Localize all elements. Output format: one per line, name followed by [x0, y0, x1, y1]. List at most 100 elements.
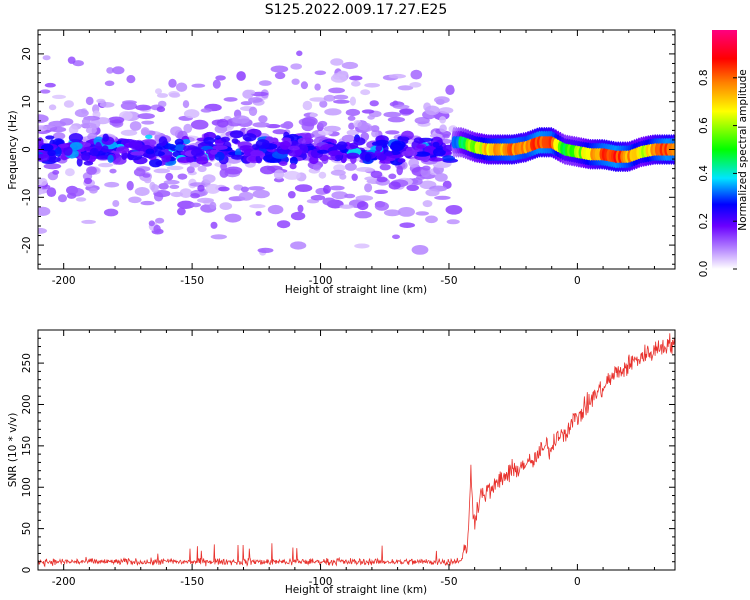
heatmap-cell — [58, 194, 67, 203]
heatmap-cell — [129, 121, 142, 131]
heatmap-cell — [390, 142, 404, 152]
heatmap-cell — [314, 70, 327, 76]
snr-line-group — [38, 333, 675, 568]
heatmap-cell — [205, 183, 221, 194]
heatmap-cell — [212, 145, 228, 151]
snr-x-label: Height of straight line (km) — [285, 584, 427, 596]
heatmap-cell — [294, 184, 313, 193]
heatmap-cell — [141, 120, 155, 125]
heatmap-cell — [183, 109, 200, 119]
heatmap-cell — [52, 170, 60, 175]
y-tick-label: 250 — [21, 353, 33, 373]
heatmap-cell — [88, 154, 97, 163]
heatmap-cell — [346, 152, 360, 159]
heatmap-cell — [120, 129, 138, 136]
heatmap-cell — [329, 185, 345, 191]
heatmap-cell — [370, 125, 380, 133]
heatmap-cell — [252, 122, 270, 128]
heatmap-cell — [374, 150, 381, 157]
figure-title: S125.2022.009.17.27.E25 — [265, 2, 448, 18]
heatmap-cell — [364, 153, 371, 163]
heatmap-cell — [85, 96, 94, 106]
heatmap-cell — [317, 149, 329, 154]
heatmap-cell — [399, 108, 414, 115]
y-tick-label: 50 — [21, 522, 33, 535]
heatmap-cell — [212, 79, 221, 89]
heatmap-cell — [148, 220, 155, 227]
heatmap-cell — [197, 197, 214, 204]
heatmap-cell — [247, 186, 265, 191]
heatmap-cell — [310, 194, 326, 201]
heatmap-cell — [209, 149, 218, 155]
heatmap-cell — [374, 201, 389, 211]
heatmap-cell — [324, 108, 342, 116]
heatmap-cell — [102, 133, 109, 142]
heatmap-cell — [231, 138, 239, 144]
heatmap-cell — [432, 141, 440, 148]
heatmap-cell — [333, 99, 350, 104]
heatmap-cell — [75, 197, 87, 202]
heatmap-cell — [168, 78, 177, 88]
heatmap-cell — [63, 100, 74, 108]
heatmap-cell — [323, 125, 341, 132]
heatmap-cell — [349, 142, 359, 149]
colorbar-tick-label: 0.2 — [698, 213, 710, 230]
heatmap-cell — [384, 151, 393, 157]
heatmap-cell — [239, 145, 254, 152]
heatmap-cell — [116, 146, 130, 154]
heatmap-cell — [236, 71, 246, 81]
heatmap-cell — [81, 118, 91, 126]
heatmap-cell — [290, 211, 306, 221]
heatmap-cell — [191, 83, 206, 88]
x-tick-label: 0 — [574, 576, 581, 588]
heatmap-cell — [248, 155, 259, 162]
heatmap-cell — [182, 100, 190, 109]
heatmap-cell — [331, 191, 348, 200]
heatmap-cell — [190, 193, 201, 199]
heatmap-cell — [387, 116, 405, 123]
heatmap-cell — [429, 133, 443, 138]
heatmap-cell — [281, 137, 292, 142]
heatmap-cell — [408, 158, 420, 168]
heatmap-cell — [38, 187, 43, 195]
heatmap-cell — [142, 173, 151, 178]
heatmap-cell — [214, 135, 221, 140]
heatmap-cell — [169, 184, 180, 189]
heatmap-cell — [153, 168, 171, 174]
y-tick-label: 150 — [21, 436, 33, 456]
colorbar: 0.0 0.2 0.4 0.6 0.8 Normalized spectral ampl… — [698, 30, 749, 277]
heatmap-cell — [379, 164, 391, 171]
heatmap-cell — [290, 241, 307, 250]
heatmap-cell — [197, 184, 205, 192]
heatmap-cell — [232, 115, 250, 124]
heatmap-cell — [414, 151, 431, 157]
heatmap-cell — [240, 186, 249, 193]
heatmap-cell — [104, 80, 115, 87]
heatmap-cell — [107, 154, 114, 163]
heatmap-cell — [202, 174, 216, 184]
heatmap-cell — [215, 75, 226, 81]
heatmap-cell — [413, 137, 424, 144]
heatmap-cell — [130, 151, 145, 156]
heatmap-cell — [153, 190, 171, 198]
heatmap-cell — [396, 165, 404, 176]
heatmap-cell — [156, 106, 166, 113]
heatmap-cell — [330, 169, 346, 176]
heatmap-cell — [249, 204, 266, 209]
heatmap-cell — [439, 116, 447, 124]
heatmap-cell — [328, 87, 345, 94]
heatmap-cell — [59, 118, 74, 126]
heatmap-cell — [383, 111, 402, 118]
heatmap-cell — [280, 123, 289, 129]
heatmap-cell — [274, 72, 286, 80]
heatmap-cell — [301, 116, 318, 127]
colorbar-tick-label: 0.8 — [698, 69, 710, 86]
heatmap-cell — [370, 170, 383, 179]
heatmap-cell — [312, 164, 321, 171]
heatmap-cell — [323, 184, 331, 194]
heatmap-cell — [302, 100, 313, 111]
heatmap-cell — [83, 177, 93, 185]
heatmap-cell — [67, 56, 76, 64]
heatmap-cell — [267, 204, 284, 215]
heatmap-cell — [38, 177, 48, 186]
